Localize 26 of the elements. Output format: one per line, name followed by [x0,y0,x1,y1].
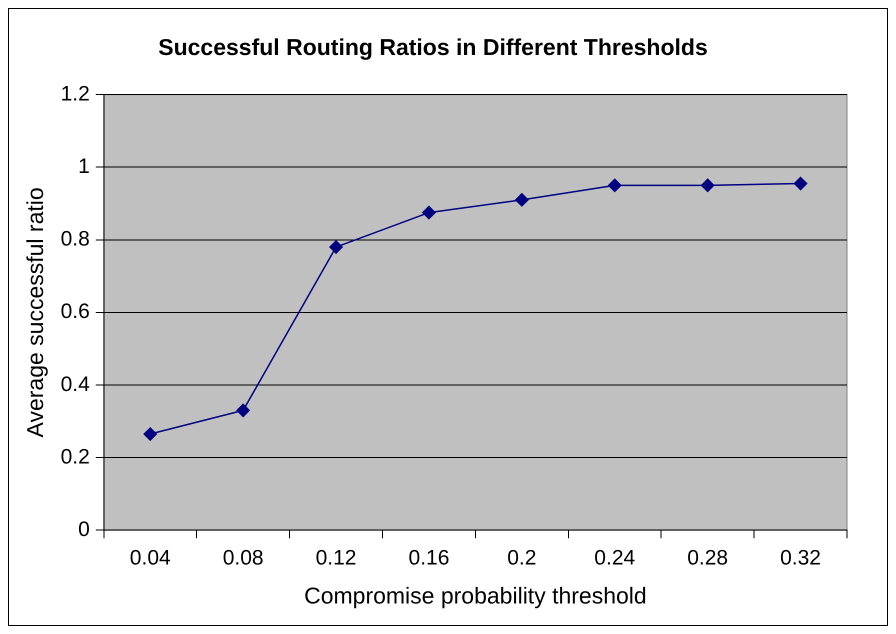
x-tick-label: 0.32 [780,546,821,570]
chart-title: Successful Routing Ratios in Different Thresholds [158,34,708,60]
x-tick-label: 0.24 [594,546,636,570]
x-axis-title: Compromise probability threshold [304,582,647,609]
x-tick-label: 0.08 [222,546,264,570]
x-tick-label: 0.12 [316,546,356,570]
x-tick-label: 0.2 [507,546,536,570]
point [143,427,157,441]
point [700,178,714,192]
point [422,206,436,220]
y-tick-label: 0.8 [60,228,90,251]
y-tick-label: 0.2 [60,445,90,468]
y-tick-label: 1.2 [60,82,90,106]
point [515,193,529,207]
point [329,240,343,254]
point [236,404,250,418]
x-tick-label: 0.16 [408,546,450,570]
x-tick-label: 0.04 [130,546,171,570]
y-tick-label: 1 [78,154,90,178]
point [608,178,622,192]
point [794,176,808,190]
y-axis-title: Average successful ratio [22,187,48,438]
x-tick-label: 0.28 [687,546,728,570]
y-tick-label: 0 [78,518,90,541]
y-tick-label: 0.6 [60,300,90,324]
y-tick-label: 0.4 [60,372,90,396]
